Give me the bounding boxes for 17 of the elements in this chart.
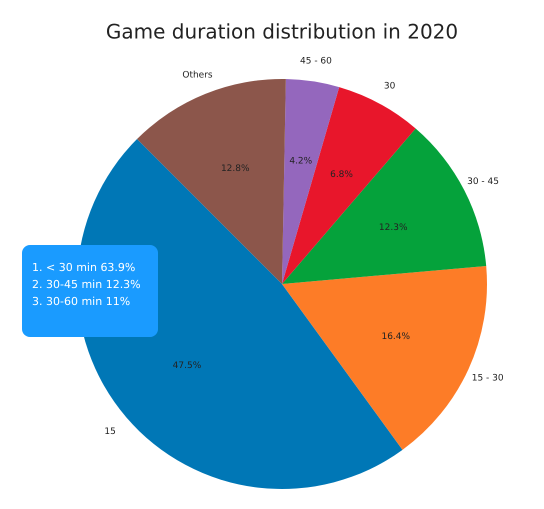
slice-label: 30 - 45 <box>467 176 499 187</box>
slice-label: 30 <box>384 81 396 92</box>
pie-slice <box>282 128 486 284</box>
pie-slice <box>282 266 487 450</box>
data-label: 6.8% <box>330 170 354 180</box>
data-label: 16.4% <box>381 332 411 342</box>
slice-label: 15 <box>104 426 116 437</box>
slice-label: 15 - 30 <box>472 374 504 384</box>
data-label: 4.2% <box>289 156 313 166</box>
data-label: 12.3% <box>378 222 408 233</box>
slice-label: Others <box>182 70 213 80</box>
chart-title: Game duration distribution in 2020 <box>106 20 458 44</box>
slice-label: 45 - 60 <box>300 56 332 67</box>
data-label: 12.8% <box>220 164 250 174</box>
note-box: 1. < 30 min 63.9% 2. 30-45 min 12.3% 3. 30-60 min 11% <box>22 245 158 337</box>
pie-slice <box>282 87 416 284</box>
data-label: 47.5% <box>172 361 202 372</box>
